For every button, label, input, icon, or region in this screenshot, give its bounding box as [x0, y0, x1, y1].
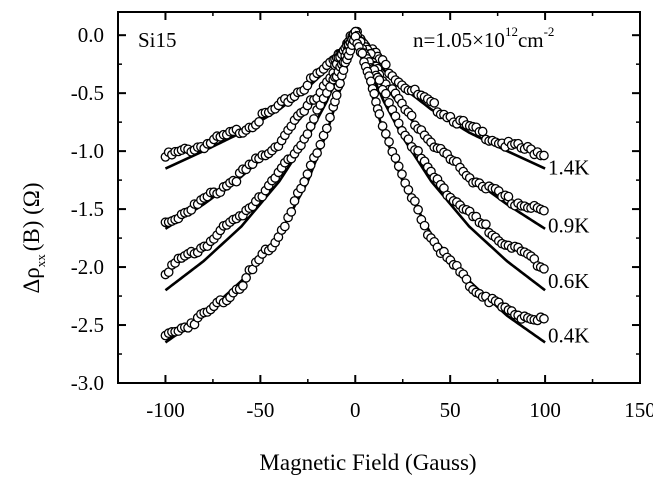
- data-point: [481, 219, 491, 230]
- data-point: [406, 110, 417, 121]
- series-label: 0.6K: [548, 269, 589, 293]
- data-point: [369, 88, 380, 99]
- data-point: [335, 78, 345, 89]
- x-tick-label: -50: [246, 398, 274, 422]
- fit-line: [164, 32, 546, 170]
- data-point: [390, 153, 401, 163]
- data-point: [302, 129, 313, 139]
- sample-label: Si15: [138, 28, 177, 52]
- data-point: [305, 160, 316, 171]
- y-tick-label: -1.0: [71, 139, 104, 163]
- plot-frame: [117, 11, 641, 384]
- x-tick-label: 100: [529, 398, 561, 422]
- data-point: [321, 123, 332, 134]
- data-point: [309, 114, 319, 124]
- data-point: [539, 150, 549, 161]
- data-point: [403, 185, 414, 195]
- series-label: 0.9K: [548, 213, 589, 237]
- y-tick-labels: 0.0 -0.5 -1.0 -1.5 -2.0 -2.5 -3.0: [71, 23, 104, 395]
- data-point: [410, 196, 420, 207]
- data-point: [397, 169, 407, 180]
- data-point: [380, 88, 391, 99]
- data-point: [380, 128, 391, 139]
- data-point: [393, 161, 404, 172]
- x-axis-title: Magnetic Field (Gauss): [259, 450, 476, 475]
- y-tick-label: -1.5: [71, 197, 104, 221]
- fit-line: [164, 31, 546, 292]
- x-tick-label: 150: [624, 398, 653, 422]
- y-tick-label: -0.5: [71, 81, 104, 105]
- series-label: 0.4K: [548, 324, 589, 348]
- series-0.9K: [160, 29, 549, 230]
- data-point: [338, 65, 349, 76]
- data-point: [289, 196, 300, 206]
- data-point: [254, 116, 264, 127]
- density-label: n=1.05×1012cm-2: [413, 24, 554, 52]
- y-tick-label: -2.0: [71, 255, 104, 279]
- data-point: [419, 220, 430, 231]
- data-point: [429, 97, 440, 108]
- data-point: [279, 221, 290, 232]
- plot-marks: [160, 26, 549, 344]
- data-point: [374, 75, 385, 85]
- data-point: [413, 204, 423, 215]
- data-point: [374, 109, 385, 119]
- data-point: [357, 48, 368, 59]
- y-tick-label: 0.0: [78, 23, 104, 47]
- series-labels: 1.4K 0.9K 0.6K 0.4K: [548, 155, 589, 347]
- y-tick-label: -3.0: [71, 371, 104, 395]
- data-point: [377, 121, 388, 131]
- data-point: [241, 272, 251, 283]
- data-point: [302, 169, 313, 179]
- x-tick-label: 0: [350, 398, 361, 422]
- y-tick-label: -2.5: [71, 313, 104, 337]
- data-point: [315, 139, 326, 150]
- axis-ticks: [117, 12, 641, 384]
- data-point: [231, 176, 242, 187]
- x-tick-label: 50: [440, 398, 461, 422]
- data-point: [477, 126, 488, 137]
- data-point: [325, 112, 335, 123]
- data-point: [331, 90, 342, 101]
- series-label: 1.4K: [548, 155, 589, 179]
- series-0.6K: [160, 26, 549, 292]
- data-point: [286, 207, 297, 217]
- data-point: [539, 263, 549, 274]
- data-point: [312, 148, 322, 158]
- x-tick-label: -100: [146, 398, 185, 422]
- x-tick-labels: -100 -50 0 50 100 150: [146, 398, 653, 422]
- data-point: [380, 59, 391, 70]
- y-axis-title: Δρxx(B) (Ω): [19, 182, 48, 293]
- data-point: [539, 313, 549, 324]
- data-point: [539, 205, 549, 216]
- data-point: [238, 280, 248, 291]
- data-point: [384, 136, 394, 147]
- series-0.4K: [160, 30, 549, 344]
